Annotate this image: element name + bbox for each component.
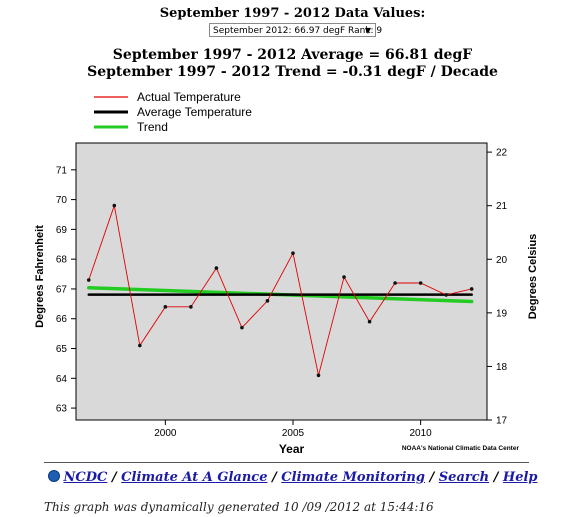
trend-summary: September 1997 - 2012 Trend = -0.31 degF… [87,64,498,80]
y2-tick-label: 20 [496,255,508,266]
data-point [240,325,244,330]
data-point [367,319,372,324]
footer-nav: NCDC / Climate At A Glance / Climate Mon… [0,470,585,485]
nav-separator: / [111,470,117,485]
climate-monitoring-link[interactable]: Climate Monitoring [281,470,425,485]
y-tick-label: 67 [56,284,68,295]
y2-tick-label: 17 [496,416,508,427]
data-point [342,275,346,279]
data-point [418,281,423,285]
x-tick-label: 2005 [282,428,305,439]
y2-tick-label: 18 [496,362,508,373]
y-tick-label: 68 [56,255,68,266]
data-point [86,278,91,282]
data-point [316,373,321,378]
y-tick-label: 64 [56,374,68,385]
temperature-chart: 63 64 65 66 67 68 69 70 71 17 18 19 20 21 22 2000 2005 20… [34,90,539,456]
ncdc-link[interactable]: NCDC [63,470,108,485]
y-tick-label: 66 [56,314,68,325]
help-link[interactable]: Help [502,470,538,485]
data-point [291,251,295,256]
chevron-down-icon: ▼ [364,26,371,35]
data-point [138,343,142,348]
y2-tick-label: 21 [496,201,508,212]
x-tick-label: 2000 [154,428,177,439]
generated-note: This graph was dynamically generated 10 … [44,500,434,514]
y-tick-label: 69 [56,225,68,236]
legend-trend-label: Trend [137,120,168,134]
legend-average-label: Average Temperature [137,105,252,119]
y2-axis-label: Degrees Celsius [527,234,539,320]
average-summary: September 1997 - 2012 Average = 66.81 de… [112,47,473,63]
chart-credit: NOAA's National Climatic Data Center [402,445,520,452]
search-link[interactable]: Search [438,470,490,485]
y-tick-label: 63 [56,404,68,415]
actual-temperature-line [88,203,473,376]
legend-actual-label: Actual Temperature [137,90,241,104]
y-tick-label: 71 [56,165,68,176]
data-point [112,203,117,208]
data-point [265,299,270,303]
data-point [189,305,193,309]
y-axis-label: Degrees Fahrenheit [34,225,46,328]
data-point [163,305,168,309]
nav-separator: / [493,470,499,485]
x-axis-label: Year [279,442,305,456]
nav-separator: / [272,470,277,485]
plot-area [75,142,488,421]
x-tick-label: 2010 [410,428,433,439]
y-tick-label: 70 [56,195,68,206]
y-tick-label: 65 [56,344,68,355]
y2-tick-label: 22 [496,148,508,159]
noaa-logo-icon [47,470,60,482]
data-point [469,287,474,291]
y2-tick-label: 19 [496,308,508,319]
month-value-select[interactable]: September 2012: 66.97 degF Rank: 9 ▼ [209,23,382,37]
select-value: September 2012: 66.97 degF Rank: 9 [213,26,383,36]
data-values-title: September 1997 - 2012 Data Values: [159,6,426,21]
nav-separator: / [429,470,435,485]
climate-at-a-glance-link[interactable]: Climate At A Glance [121,470,268,485]
data-point [214,266,219,270]
data-point [444,293,448,297]
footer-divider [44,462,529,463]
data-point [393,281,397,285]
